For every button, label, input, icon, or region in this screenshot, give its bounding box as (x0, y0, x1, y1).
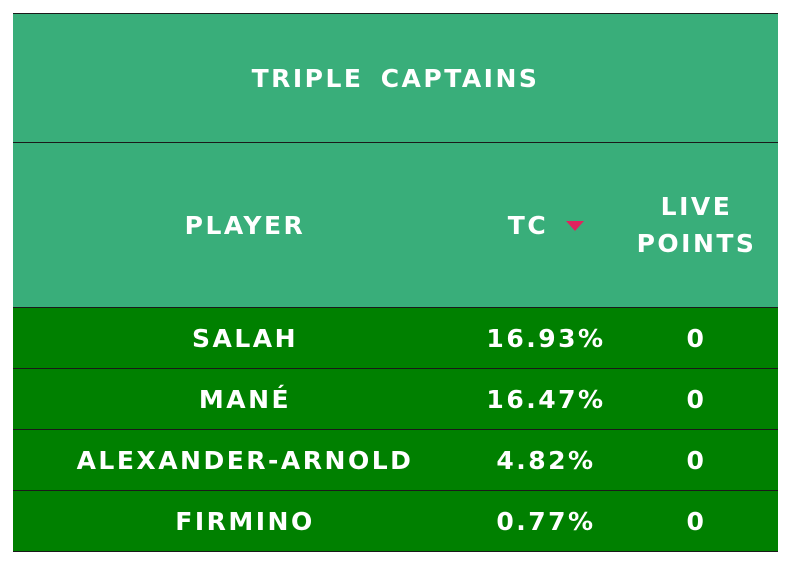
table-header-row: PLAYER TC LIVE POINTS (13, 143, 778, 308)
table-title-row: TRIPLE CAPTAINS (13, 14, 778, 143)
tc-percentage: 4.82% (496, 445, 596, 475)
table-row: FIRMINO 0.77% 0 (13, 491, 778, 551)
live-points: 0 (686, 506, 707, 536)
player-name: ALEXANDER-ARNOLD (76, 445, 414, 475)
column-header-live-points-line1: LIVE (660, 192, 733, 221)
table-title: TRIPLE CAPTAINS (251, 63, 540, 93)
player-name: MANÉ (198, 384, 292, 414)
tc-percentage: 0.77% (496, 506, 596, 536)
column-header-tc-label: TC (507, 210, 549, 240)
table-row: MANÉ 16.47% 0 (13, 369, 778, 430)
column-header-live-points-line2: POINTS (636, 229, 757, 258)
triple-captains-table: TRIPLE CAPTAINS PLAYER TC LIVE POINTS SA… (13, 13, 778, 552)
table-row: ALEXANDER-ARNOLD 4.82% 0 (13, 430, 778, 491)
player-name: FIRMINO (175, 506, 315, 536)
player-name: SALAH (191, 323, 299, 353)
live-points: 0 (686, 323, 707, 353)
tc-percentage: 16.47% (486, 384, 606, 414)
live-points: 0 (686, 384, 707, 414)
column-header-tc[interactable]: TC (477, 207, 615, 244)
live-points: 0 (686, 445, 707, 475)
column-header-live-points[interactable]: LIVE POINTS (615, 188, 778, 262)
table-row: SALAH 16.93% 0 (13, 308, 778, 369)
tc-percentage: 16.93% (486, 323, 606, 353)
column-header-player[interactable]: PLAYER (184, 210, 306, 240)
sort-desc-icon[interactable] (566, 221, 585, 231)
